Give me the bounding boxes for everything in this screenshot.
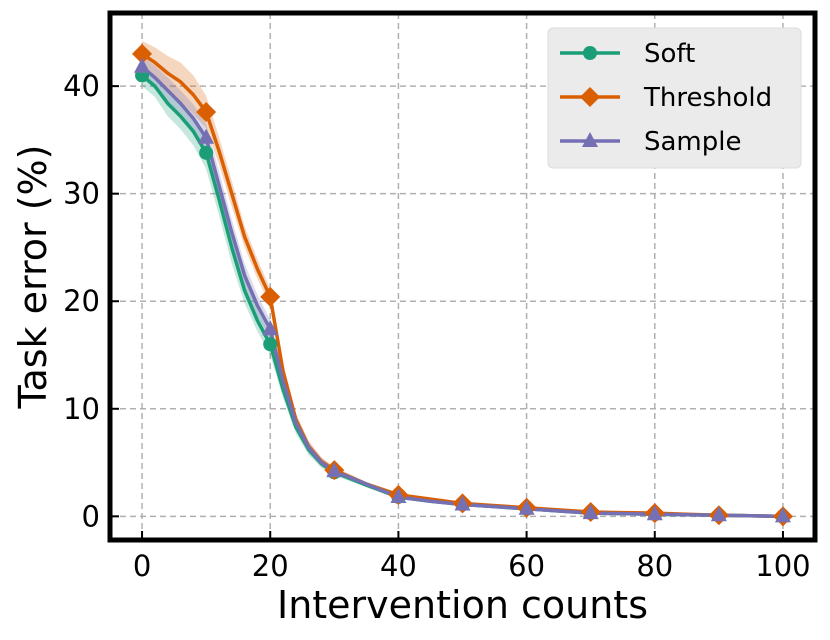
sample-point — [326, 462, 343, 478]
y-tick-label: 30 — [63, 177, 100, 211]
sample-point — [582, 504, 599, 520]
grid — [110, 13, 815, 540]
series-markers — [132, 43, 793, 527]
x-tick-label: 100 — [755, 549, 810, 583]
sample-point — [454, 495, 471, 511]
sample-point — [134, 57, 151, 73]
y-tick-label: 20 — [63, 284, 100, 318]
soft-point — [263, 337, 278, 352]
threshold-point — [196, 101, 217, 122]
threshold-point — [260, 286, 281, 307]
legend-box — [547, 27, 802, 169]
x-tick-label: 60 — [508, 549, 545, 583]
legend-sample-marker — [582, 132, 598, 147]
sample-point — [710, 506, 727, 522]
legend-sample-label: Sample — [644, 127, 742, 157]
legend-threshold-marker — [580, 87, 600, 107]
legend: Soft Threshold Sample — [547, 27, 802, 169]
y-tick-label: 0 — [82, 499, 100, 533]
x-tick-label: 80 — [636, 549, 673, 583]
threshold-point — [132, 43, 153, 64]
plot-frame — [107, 10, 818, 543]
sample-point — [518, 499, 535, 515]
axis-ticks: 0 20 40 60 80 100 0 10 20 30 40 — [63, 69, 811, 583]
y-tick-label: 40 — [63, 69, 100, 103]
sample-point — [262, 320, 279, 336]
x-tick-label: 20 — [252, 549, 289, 583]
legend-soft-marker — [583, 46, 597, 60]
soft-point — [199, 145, 214, 160]
sample-point — [774, 507, 791, 523]
legend-threshold-label: Threshold — [643, 83, 772, 113]
y-tick-label: 10 — [63, 392, 100, 426]
sample-point — [198, 128, 215, 144]
x-tick-label: 40 — [380, 549, 417, 583]
sample-point — [390, 487, 407, 503]
legend-soft-label: Soft — [644, 39, 695, 69]
y-axis-title: Task error (%) — [11, 145, 55, 410]
sample-point — [646, 505, 663, 521]
x-axis-title: Intervention counts — [277, 583, 648, 627]
x-tick-label: 0 — [133, 549, 151, 583]
